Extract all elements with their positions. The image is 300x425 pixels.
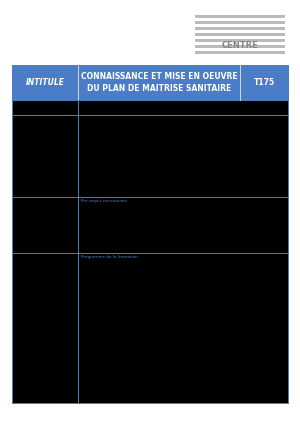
Bar [12, 100, 288, 115]
Bar [12, 253, 288, 403]
Text: T175: T175 [254, 78, 274, 87]
Bar [195, 39, 285, 42]
Bar [12, 65, 288, 100]
Bar [195, 15, 285, 18]
Text: Pre-requis necessaires: Pre-requis necessaires [81, 199, 127, 203]
Bar [12, 115, 288, 197]
Bar [12, 197, 288, 253]
Bar [195, 21, 285, 24]
Bar [195, 27, 285, 30]
Bar [195, 45, 285, 48]
Text: INTITULE: INTITULE [26, 78, 64, 87]
Bar [195, 33, 285, 36]
Text: Programme de la formation: Programme de la formation [81, 255, 138, 259]
Text: CONNAISSANCE ET MISE EN OEUVRE
DU PLAN DE MAITRISE SANITAIRE: CONNAISSANCE ET MISE EN OEUVRE DU PLAN D… [81, 72, 237, 93]
Text: CENTRE: CENTRE [222, 41, 258, 50]
Bar [195, 51, 285, 54]
